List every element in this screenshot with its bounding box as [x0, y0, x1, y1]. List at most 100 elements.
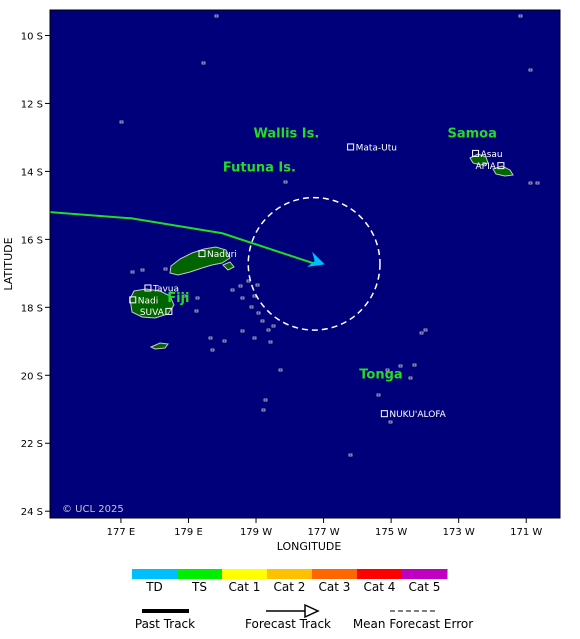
- region-labels-layer: Wallis Is. Futuna Is. Samoa Fiji Tonga: [167, 126, 497, 382]
- category-swatch: [222, 569, 268, 579]
- islet-shape: [240, 296, 245, 300]
- category-swatch: [402, 569, 448, 579]
- islet-shape: [419, 331, 424, 335]
- islet-shape: [271, 324, 276, 328]
- place-label: Naduri: [207, 250, 237, 260]
- islet-shape: [130, 270, 135, 274]
- place-square-icon: [198, 250, 206, 258]
- x-axis-label: LONGITUDE: [277, 540, 342, 553]
- error-label: Mean Forecast Error: [353, 617, 473, 631]
- y-tick-label: 20 S: [21, 371, 43, 382]
- x-tick-label: 175 W: [375, 527, 407, 538]
- place-marker: Nadi: [129, 296, 158, 306]
- region-label: Samoa: [447, 126, 496, 141]
- x-tick-label: 171 W: [510, 527, 542, 538]
- forecast-track-label: Forecast Track: [245, 617, 331, 631]
- x-tick-label: 177 W: [307, 527, 339, 538]
- islet-shape: [266, 328, 271, 332]
- islet-shape: [249, 305, 254, 309]
- islet-shape: [385, 368, 390, 372]
- islet-shape: [388, 420, 393, 424]
- place-square-icon: [380, 410, 388, 418]
- islet-shape: [263, 398, 268, 402]
- x-tick-label: 173 W: [443, 527, 475, 538]
- islet-shape: [214, 14, 219, 18]
- islet-shape: [210, 348, 215, 352]
- islet-shape: [261, 408, 266, 412]
- category-swatch: [312, 569, 358, 579]
- category-label: Cat 3: [319, 580, 351, 594]
- island-shape: [149, 342, 169, 350]
- category-swatch: [357, 569, 403, 579]
- place-square-icon: [347, 143, 355, 151]
- islet-shape: [412, 363, 417, 367]
- islet-shape: [119, 120, 124, 124]
- x-tick-label: 179 W: [240, 527, 272, 538]
- category-label: Cat 4: [364, 580, 396, 594]
- place-square-icon: [497, 162, 505, 170]
- islet-shape: [194, 309, 199, 313]
- place-label: SUVA: [140, 308, 165, 318]
- islet-shape: [348, 453, 353, 457]
- region-label: Fiji: [167, 291, 189, 306]
- islet-shape: [268, 340, 273, 344]
- islet-shape: [278, 368, 283, 372]
- place-square-icon: [165, 307, 173, 315]
- category-swatch: [132, 569, 178, 579]
- islet-shape: [238, 284, 243, 288]
- place-marker: SUVA: [140, 307, 173, 318]
- region-label: Wallis Is.: [254, 126, 320, 141]
- place-label: Nadi: [138, 296, 158, 306]
- island-shape: [169, 246, 231, 276]
- places-layer: Mata-Utu Asau APIA Naduri Tavua Nadi SUVA NUKU'…: [129, 143, 505, 420]
- islet-shape: [256, 311, 261, 315]
- arrowhead-icon: [304, 603, 320, 619]
- islet-shape: [528, 68, 533, 72]
- islet-shape: [201, 61, 206, 65]
- islet-shape: [140, 268, 145, 272]
- place-marker: Asau: [472, 149, 503, 160]
- region-label: Tonga: [359, 368, 402, 383]
- islet-shape: [528, 181, 533, 185]
- place-marker: Tavua: [144, 284, 179, 294]
- past-track-label: Past Track: [135, 617, 195, 631]
- place-marker: Naduri: [198, 250, 237, 260]
- region-label: Futuna Is.: [223, 160, 296, 175]
- island-shape: [222, 261, 235, 271]
- y-tick-label: 24 S: [21, 507, 43, 518]
- x-tick-label: 179 E: [174, 527, 203, 538]
- island-shape: [129, 288, 175, 319]
- copyright-text: © UCL 2025: [62, 504, 124, 515]
- forecast-error-layer: [247, 196, 381, 331]
- islet-shape: [240, 329, 245, 333]
- category-label: Cat 1: [229, 580, 261, 594]
- y-axis-label: LATITUDE: [2, 237, 15, 290]
- islet-shape: [163, 267, 168, 271]
- islet-shape: [182, 294, 187, 298]
- y-tick-label: 14 S: [21, 167, 43, 178]
- place-marker: APIA: [475, 162, 505, 172]
- place-label: Asau: [481, 150, 503, 160]
- y-tick-label: 12 S: [21, 99, 43, 110]
- place-label: Tavua: [152, 284, 179, 294]
- y-tick-label: 22 S: [21, 439, 43, 450]
- islet-shape: [376, 393, 381, 397]
- islet-shape: [230, 288, 235, 292]
- forecast-track-line: [50, 211, 316, 265]
- y-axis-ticks: 10 S 12 S 14 S 16 S 18 S 20 S 22 S 24 S: [21, 31, 50, 518]
- place-label: Mata-Utu: [356, 143, 397, 153]
- place-square-icon: [144, 284, 152, 292]
- islet-shape: [246, 279, 251, 283]
- category-swatch: [267, 569, 313, 579]
- category-label: Cat 2: [274, 580, 306, 594]
- category-color-bar: TD TS Cat 1 Cat 2 Cat 3 Cat 4 Cat 5: [132, 569, 448, 594]
- category-label: TD: [145, 580, 163, 594]
- x-tick-label: 177 E: [107, 527, 136, 538]
- islet-shape: [195, 296, 200, 300]
- islet-shape: [518, 14, 523, 18]
- islet-shape: [222, 339, 227, 343]
- legend-past-track: Past Track: [135, 609, 195, 631]
- islet-shape: [260, 319, 265, 323]
- place-square-icon: [129, 296, 137, 304]
